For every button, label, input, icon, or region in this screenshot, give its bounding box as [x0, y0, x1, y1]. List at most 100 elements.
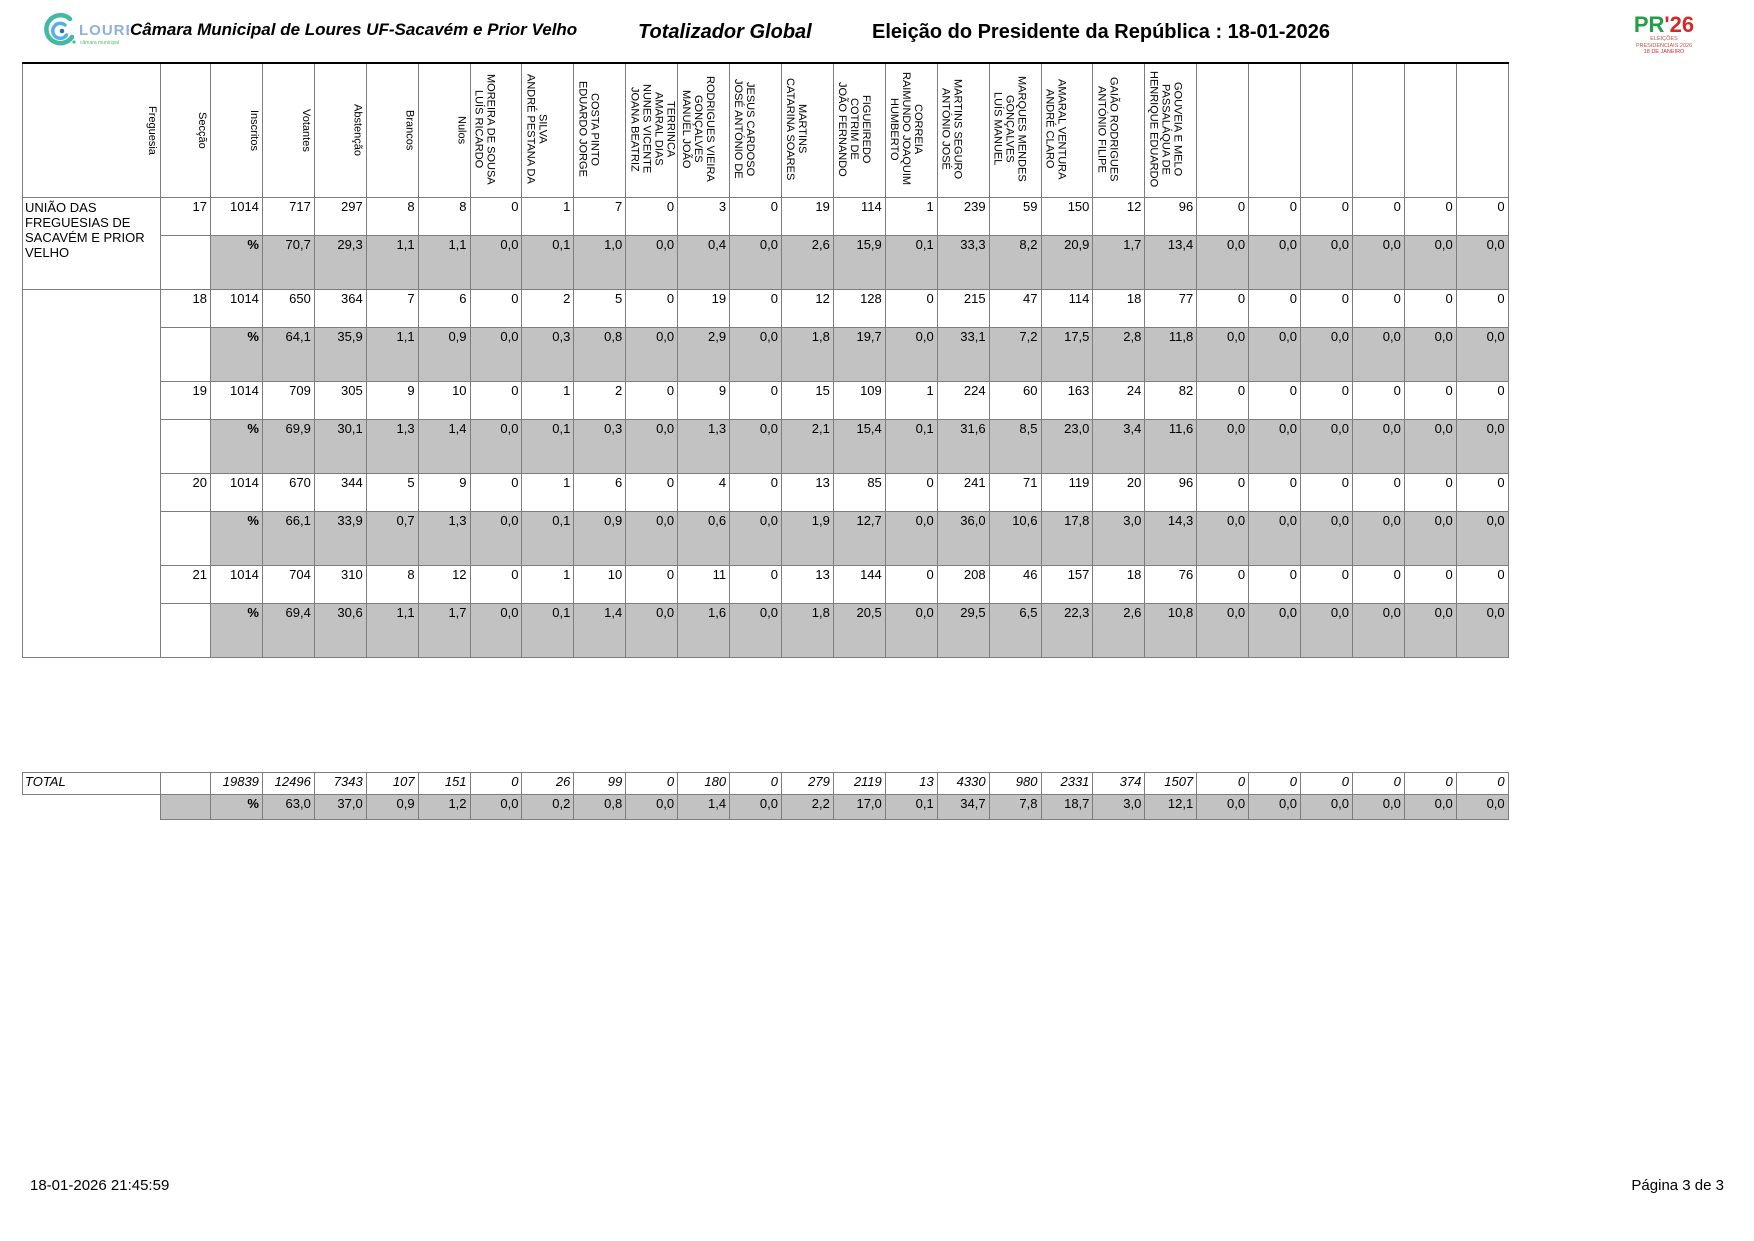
total-value-cell: 374 [1092, 772, 1146, 795]
total-value-cell: 4330 [936, 772, 990, 795]
loures-logo-subtext: câmara municipal [80, 40, 119, 46]
percent-cell: 35,9 [313, 326, 367, 382]
value-cell: 13 [780, 564, 834, 604]
total-value-cell: 180 [677, 772, 731, 795]
col-header-label: ANDRÉ CLARO AMARAL VENTURA [1043, 78, 1068, 180]
percent-cell: 0,0 [1455, 602, 1509, 658]
value-cell: 0 [1248, 564, 1302, 604]
percent-symbol: % [210, 234, 263, 290]
pr26-wordmark: PR'26 [1604, 14, 1724, 36]
percent-cell: 2,1 [780, 418, 834, 474]
total-value-cell: 1507 [1144, 772, 1198, 795]
value-cell: 650 [261, 288, 315, 328]
percent-cell: 0,0 [1196, 234, 1250, 290]
value-cell: 1014 [210, 472, 263, 512]
percent-cell: 0,0 [1403, 602, 1457, 658]
total-percent-cell: 7,8 [988, 794, 1042, 820]
total-percent-cell: 0,0 [1248, 794, 1302, 820]
loures-logo: LOURES câmara municipal [34, 6, 147, 65]
value-cell: 7 [365, 288, 419, 328]
percent-cell: 6,5 [988, 602, 1042, 658]
value-cell: 0 [625, 472, 679, 512]
value-cell: 10 [417, 380, 471, 420]
percent-cell: 1,4 [573, 602, 627, 658]
percent-cell: 0,1 [521, 234, 575, 290]
col-header: LUÍS MANUEL GONÇALVES MARQUES MENDES [988, 62, 1042, 198]
value-cell: 150 [1040, 196, 1094, 236]
value-cell: 18 [1092, 288, 1146, 328]
value-cell: 12 [417, 564, 471, 604]
value-cell: 241 [936, 472, 990, 512]
total-value-cell: 2331 [1040, 772, 1094, 795]
footer-timestamp: 18-01-2026 21:45:59 [30, 1177, 170, 1194]
col-header: Brancos [365, 62, 419, 198]
value-cell: 704 [261, 564, 315, 604]
col-header-label: Nulos [455, 115, 468, 145]
value-cell: 305 [313, 380, 367, 420]
value-cell: 0 [1300, 196, 1353, 236]
total-value-cell: 107 [365, 772, 419, 795]
seccao-cell: 18 [160, 288, 211, 328]
pr26-line3: 18 DE JANEIRO [1643, 49, 1685, 55]
col-header: Votantes [261, 62, 315, 198]
percent-cell: 17,8 [1040, 510, 1094, 566]
value-cell: 0 [729, 472, 782, 512]
col-header-label: MANUEL JOÃO GONÇALVES RODRIGUES VIEIRA [680, 76, 717, 182]
percent-cell: 0,0 [729, 326, 782, 382]
value-cell: 0 [1300, 380, 1353, 420]
value-cell: 1014 [210, 196, 263, 236]
col-header-label: LUÍS MANUEL GONÇALVES MARQUES MENDES [991, 76, 1028, 182]
value-cell: 0 [1455, 472, 1509, 512]
col-header: Nulos [417, 62, 471, 198]
value-cell: 12 [1092, 196, 1146, 236]
percent-cell: 0,0 [1196, 418, 1250, 474]
total-value-row: TOTAL 19839 12496 7343 107 151 0 26 99 0 180 0 279 21… [22, 772, 1509, 795]
col-header-label: Abstenção [351, 104, 364, 156]
value-cell: 0 [625, 288, 679, 328]
seccao-empty-cell [160, 418, 211, 474]
col-header: JOSÉ ANTÓNIO DE JESUS CARDOSO [729, 62, 782, 198]
value-cell: 0 [469, 288, 523, 328]
value-cell: 59 [988, 196, 1042, 236]
percent-cell: 0,1 [521, 418, 575, 474]
total-value-cell: 0 [1455, 772, 1509, 795]
value-cell: 3 [677, 196, 731, 236]
value-cell: 0 [1455, 564, 1509, 604]
percent-cell: 0,9 [417, 326, 471, 382]
value-cell: 71 [988, 472, 1042, 512]
value-cell: 310 [313, 564, 367, 604]
total-value-cell: 2119 [832, 772, 886, 795]
value-cell: 114 [1040, 288, 1094, 328]
footer-page-number: Página 3 de 3 [1631, 1177, 1724, 1194]
total-percent-cell: 63,0 [261, 794, 315, 820]
value-cell: 0 [625, 564, 679, 604]
seccao-cell: 19 [160, 380, 211, 420]
loures-logo-text: LOURES [79, 22, 129, 39]
percent-cell: 2,6 [1092, 602, 1146, 658]
percent-cell: 13,4 [1144, 234, 1198, 290]
value-cell: 1 [884, 196, 938, 236]
percent-cell: 15,4 [832, 418, 886, 474]
percent-cell: 8,5 [988, 418, 1042, 474]
percent-cell: 0,0 [625, 418, 679, 474]
percent-cell: 1,6 [677, 602, 731, 658]
percent-cell: 23,0 [1040, 418, 1094, 474]
value-cell: 163 [1040, 380, 1094, 420]
value-cell: 1 [521, 564, 575, 604]
percent-cell: 0,3 [573, 418, 627, 474]
percent-cell: 0,8 [573, 326, 627, 382]
section-percent-row: % 70,7 29,3 1,1 1,1 0,0 0,1 1,0 0,0 0,4 0,0 2,6 15,9… [23, 234, 1509, 290]
col-header [1351, 62, 1405, 198]
percent-cell: 0,0 [1455, 418, 1509, 474]
value-cell: 1014 [210, 564, 263, 604]
total-percent-cell: 0,0 [1300, 794, 1353, 820]
total-value-cell: 980 [988, 772, 1042, 795]
percent-cell: 0,7 [365, 510, 419, 566]
total-percent-cell: 2,2 [780, 794, 834, 820]
col-header-label: Votantes [299, 108, 312, 152]
percent-cell: 0,4 [677, 234, 731, 290]
value-cell: 0 [1196, 472, 1250, 512]
percent-cell: 2,8 [1092, 326, 1146, 382]
percent-cell: 0,0 [1403, 234, 1457, 290]
